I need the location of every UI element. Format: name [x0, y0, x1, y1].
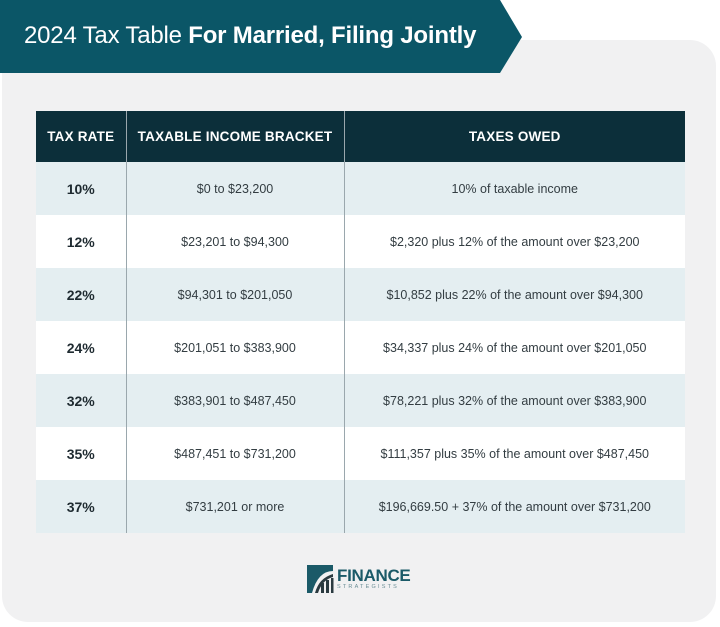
- taxes-owed-cell: 10% of taxable income: [343, 162, 685, 215]
- title-banner: 2024 Tax Table For Married, Filing Joint…: [0, 0, 522, 73]
- taxes-owed-cell: $111,357 plus 35% of the amount over $48…: [343, 427, 685, 480]
- table-row: 22% $94,301 to $201,050 $10,852 plus 22%…: [36, 268, 685, 321]
- table-row: 10% $0 to $23,200 10% of taxable income: [36, 162, 685, 215]
- income-bracket-cell: $94,301 to $201,050: [125, 268, 344, 321]
- table-row: 32% $383,901 to $487,450 $78,221 plus 32…: [36, 374, 685, 427]
- tax-rate-cell: 37%: [36, 480, 126, 533]
- column-header-income-bracket: TAXABLE INCOME BRACKET: [125, 111, 344, 162]
- tax-table-container: TAX RATE TAXABLE INCOME BRACKET TAXES OW…: [36, 111, 685, 533]
- taxes-owed-cell: $2,320 plus 12% of the amount over $23,2…: [343, 215, 685, 268]
- table-header-row: TAX RATE TAXABLE INCOME BRACKET TAXES OW…: [36, 111, 685, 162]
- table-row: 37% $731,201 or more $196,669.50 + 37% o…: [36, 480, 685, 533]
- income-bracket-cell: $0 to $23,200: [125, 162, 344, 215]
- tax-rate-cell: 32%: [36, 374, 126, 427]
- title-bold: For Married, Filing Jointly: [188, 22, 477, 49]
- tax-rate-cell: 12%: [36, 215, 126, 268]
- column-header-taxes-owed: TAXES OWED: [343, 111, 685, 162]
- page-title: 2024 Tax Table For Married, Filing Joint…: [24, 22, 476, 50]
- taxes-owed-cell: $34,337 plus 24% of the amount over $201…: [343, 321, 685, 374]
- tax-table: TAX RATE TAXABLE INCOME BRACKET TAXES OW…: [36, 111, 685, 533]
- taxes-owed-cell: $78,221 plus 32% of the amount over $383…: [343, 374, 685, 427]
- finance-strategists-logo: FINANCE STRATEGISTS: [306, 564, 411, 594]
- tax-rate-cell: 35%: [36, 427, 126, 480]
- table-row: 12% $23,201 to $94,300 $2,320 plus 12% o…: [36, 215, 685, 268]
- tax-rate-cell: 24%: [36, 321, 126, 374]
- logo-subtitle: STRATEGISTS: [337, 584, 399, 591]
- taxes-owed-cell: $10,852 plus 22% of the amount over $94,…: [343, 268, 685, 321]
- taxes-owed-cell: $196,669.50 + 37% of the amount over $73…: [343, 480, 685, 533]
- income-bracket-cell: $383,901 to $487,450: [125, 374, 344, 427]
- title-light: 2024 Tax Table: [24, 22, 189, 49]
- table-row: 24% $201,051 to $383,900 $34,337 plus 24…: [36, 321, 685, 374]
- income-bracket-cell: $487,451 to $731,200: [125, 427, 344, 480]
- income-bracket-cell: $201,051 to $383,900: [125, 321, 344, 374]
- finance-strategists-logo-icon: [307, 565, 334, 593]
- logo-wordmark: FINANCE: [337, 566, 411, 586]
- income-bracket-cell: $23,201 to $94,300: [125, 215, 344, 268]
- column-header-tax-rate: TAX RATE: [36, 111, 126, 162]
- income-bracket-cell: $731,201 or more: [125, 480, 344, 533]
- table-row: 35% $487,451 to $731,200 $111,357 plus 3…: [36, 427, 685, 480]
- tax-rate-cell: 10%: [36, 162, 126, 215]
- tax-rate-cell: 22%: [36, 268, 126, 321]
